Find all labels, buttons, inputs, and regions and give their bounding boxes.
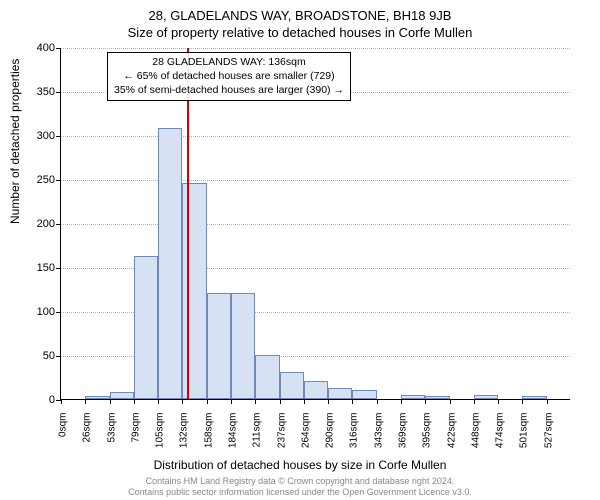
gridline xyxy=(61,224,570,225)
xtick-mark xyxy=(352,399,353,404)
xtick-label: 237sqm xyxy=(276,413,287,463)
histogram-bar xyxy=(158,128,182,399)
histogram-bar xyxy=(207,293,231,399)
gridline xyxy=(61,136,570,137)
ytick-label: 200 xyxy=(25,218,55,230)
ytick-mark xyxy=(56,356,61,357)
xtick-mark xyxy=(255,399,256,404)
xtick-mark xyxy=(134,399,135,404)
xtick-label: 343sqm xyxy=(373,413,384,463)
gridline xyxy=(61,180,570,181)
chart-container: 28, GLADELANDS WAY, BROADSTONE, BH18 9JB… xyxy=(0,0,600,500)
histogram-bar xyxy=(401,395,425,399)
xtick-label: 369sqm xyxy=(398,413,409,463)
histogram-bar xyxy=(328,388,352,399)
ytick-mark xyxy=(56,268,61,269)
xtick-mark xyxy=(328,399,329,404)
xtick-mark xyxy=(498,399,499,404)
title-line1: 28, GLADELANDS WAY, BROADSTONE, BH18 9JB xyxy=(0,8,600,23)
xtick-mark xyxy=(280,399,281,404)
annotation-line1: 28 GLADELANDS WAY: 136sqm xyxy=(114,55,344,69)
histogram-bar xyxy=(522,396,546,399)
xtick-label: 0sqm xyxy=(58,413,69,463)
xtick-label: 79sqm xyxy=(130,413,141,463)
ytick-label: 100 xyxy=(25,306,55,318)
xtick-mark xyxy=(425,399,426,404)
xtick-mark xyxy=(85,399,86,404)
ytick-label: 300 xyxy=(25,130,55,142)
xtick-label: 26sqm xyxy=(82,413,93,463)
histogram-bar xyxy=(352,390,376,399)
xtick-label: 105sqm xyxy=(155,413,166,463)
histogram-bar xyxy=(134,256,158,399)
ytick-label: 350 xyxy=(25,86,55,98)
footer-line1: Contains HM Land Registry data © Crown c… xyxy=(0,476,600,487)
ytick-mark xyxy=(56,312,61,313)
xtick-mark xyxy=(522,399,523,404)
xtick-mark xyxy=(304,399,305,404)
xtick-label: 527sqm xyxy=(543,413,554,463)
ytick-label: 150 xyxy=(25,262,55,274)
ytick-mark xyxy=(56,92,61,93)
xtick-label: 132sqm xyxy=(179,413,190,463)
annotation-line2: ← 65% of detached houses are smaller (72… xyxy=(114,69,344,83)
ytick-mark xyxy=(56,48,61,49)
xtick-label: 158sqm xyxy=(203,413,214,463)
histogram-bar xyxy=(304,381,328,399)
ytick-mark xyxy=(56,180,61,181)
xtick-mark xyxy=(474,399,475,404)
xtick-mark xyxy=(401,399,402,404)
xtick-label: 474sqm xyxy=(495,413,506,463)
xtick-label: 211sqm xyxy=(252,413,263,463)
xtick-label: 316sqm xyxy=(349,413,360,463)
ytick-mark xyxy=(56,136,61,137)
histogram-bar xyxy=(85,396,109,399)
ytick-label: 400 xyxy=(25,42,55,54)
histogram-bar xyxy=(474,395,498,399)
xtick-mark xyxy=(450,399,451,404)
xtick-mark xyxy=(61,399,62,404)
xtick-mark xyxy=(547,399,548,404)
ytick-label: 50 xyxy=(25,350,55,362)
xtick-label: 501sqm xyxy=(519,413,530,463)
title-block: 28, GLADELANDS WAY, BROADSTONE, BH18 9JB… xyxy=(0,0,600,40)
xtick-mark xyxy=(110,399,111,404)
xtick-label: 53sqm xyxy=(106,413,117,463)
xtick-label: 290sqm xyxy=(325,413,336,463)
xtick-label: 448sqm xyxy=(470,413,481,463)
xtick-mark xyxy=(158,399,159,404)
ytick-label: 250 xyxy=(25,174,55,186)
annotation-line3: 35% of semi-detached houses are larger (… xyxy=(114,83,344,97)
annotation-box: 28 GLADELANDS WAY: 136sqm ← 65% of detac… xyxy=(107,52,351,101)
xtick-mark xyxy=(231,399,232,404)
xtick-label: 395sqm xyxy=(422,413,433,463)
reference-line xyxy=(187,48,189,399)
gridline xyxy=(61,48,570,49)
title-line2: Size of property relative to detached ho… xyxy=(0,25,600,40)
y-axis-label: Number of detached properties xyxy=(8,59,22,224)
footer-line2: Contains public sector information licen… xyxy=(0,487,600,498)
xtick-mark xyxy=(377,399,378,404)
histogram-bar xyxy=(110,392,134,399)
xtick-label: 264sqm xyxy=(300,413,311,463)
xtick-mark xyxy=(182,399,183,404)
xtick-label: 422sqm xyxy=(446,413,457,463)
chart-plot-area: 28 GLADELANDS WAY: 136sqm ← 65% of detac… xyxy=(60,48,570,400)
xtick-mark xyxy=(207,399,208,404)
histogram-bar xyxy=(425,396,449,399)
histogram-bar xyxy=(280,372,304,399)
footer: Contains HM Land Registry data © Crown c… xyxy=(0,476,600,499)
ytick-label: 0 xyxy=(25,394,55,406)
xtick-label: 184sqm xyxy=(228,413,239,463)
ytick-mark xyxy=(56,224,61,225)
histogram-bar xyxy=(255,355,279,399)
histogram-bar xyxy=(231,293,255,399)
